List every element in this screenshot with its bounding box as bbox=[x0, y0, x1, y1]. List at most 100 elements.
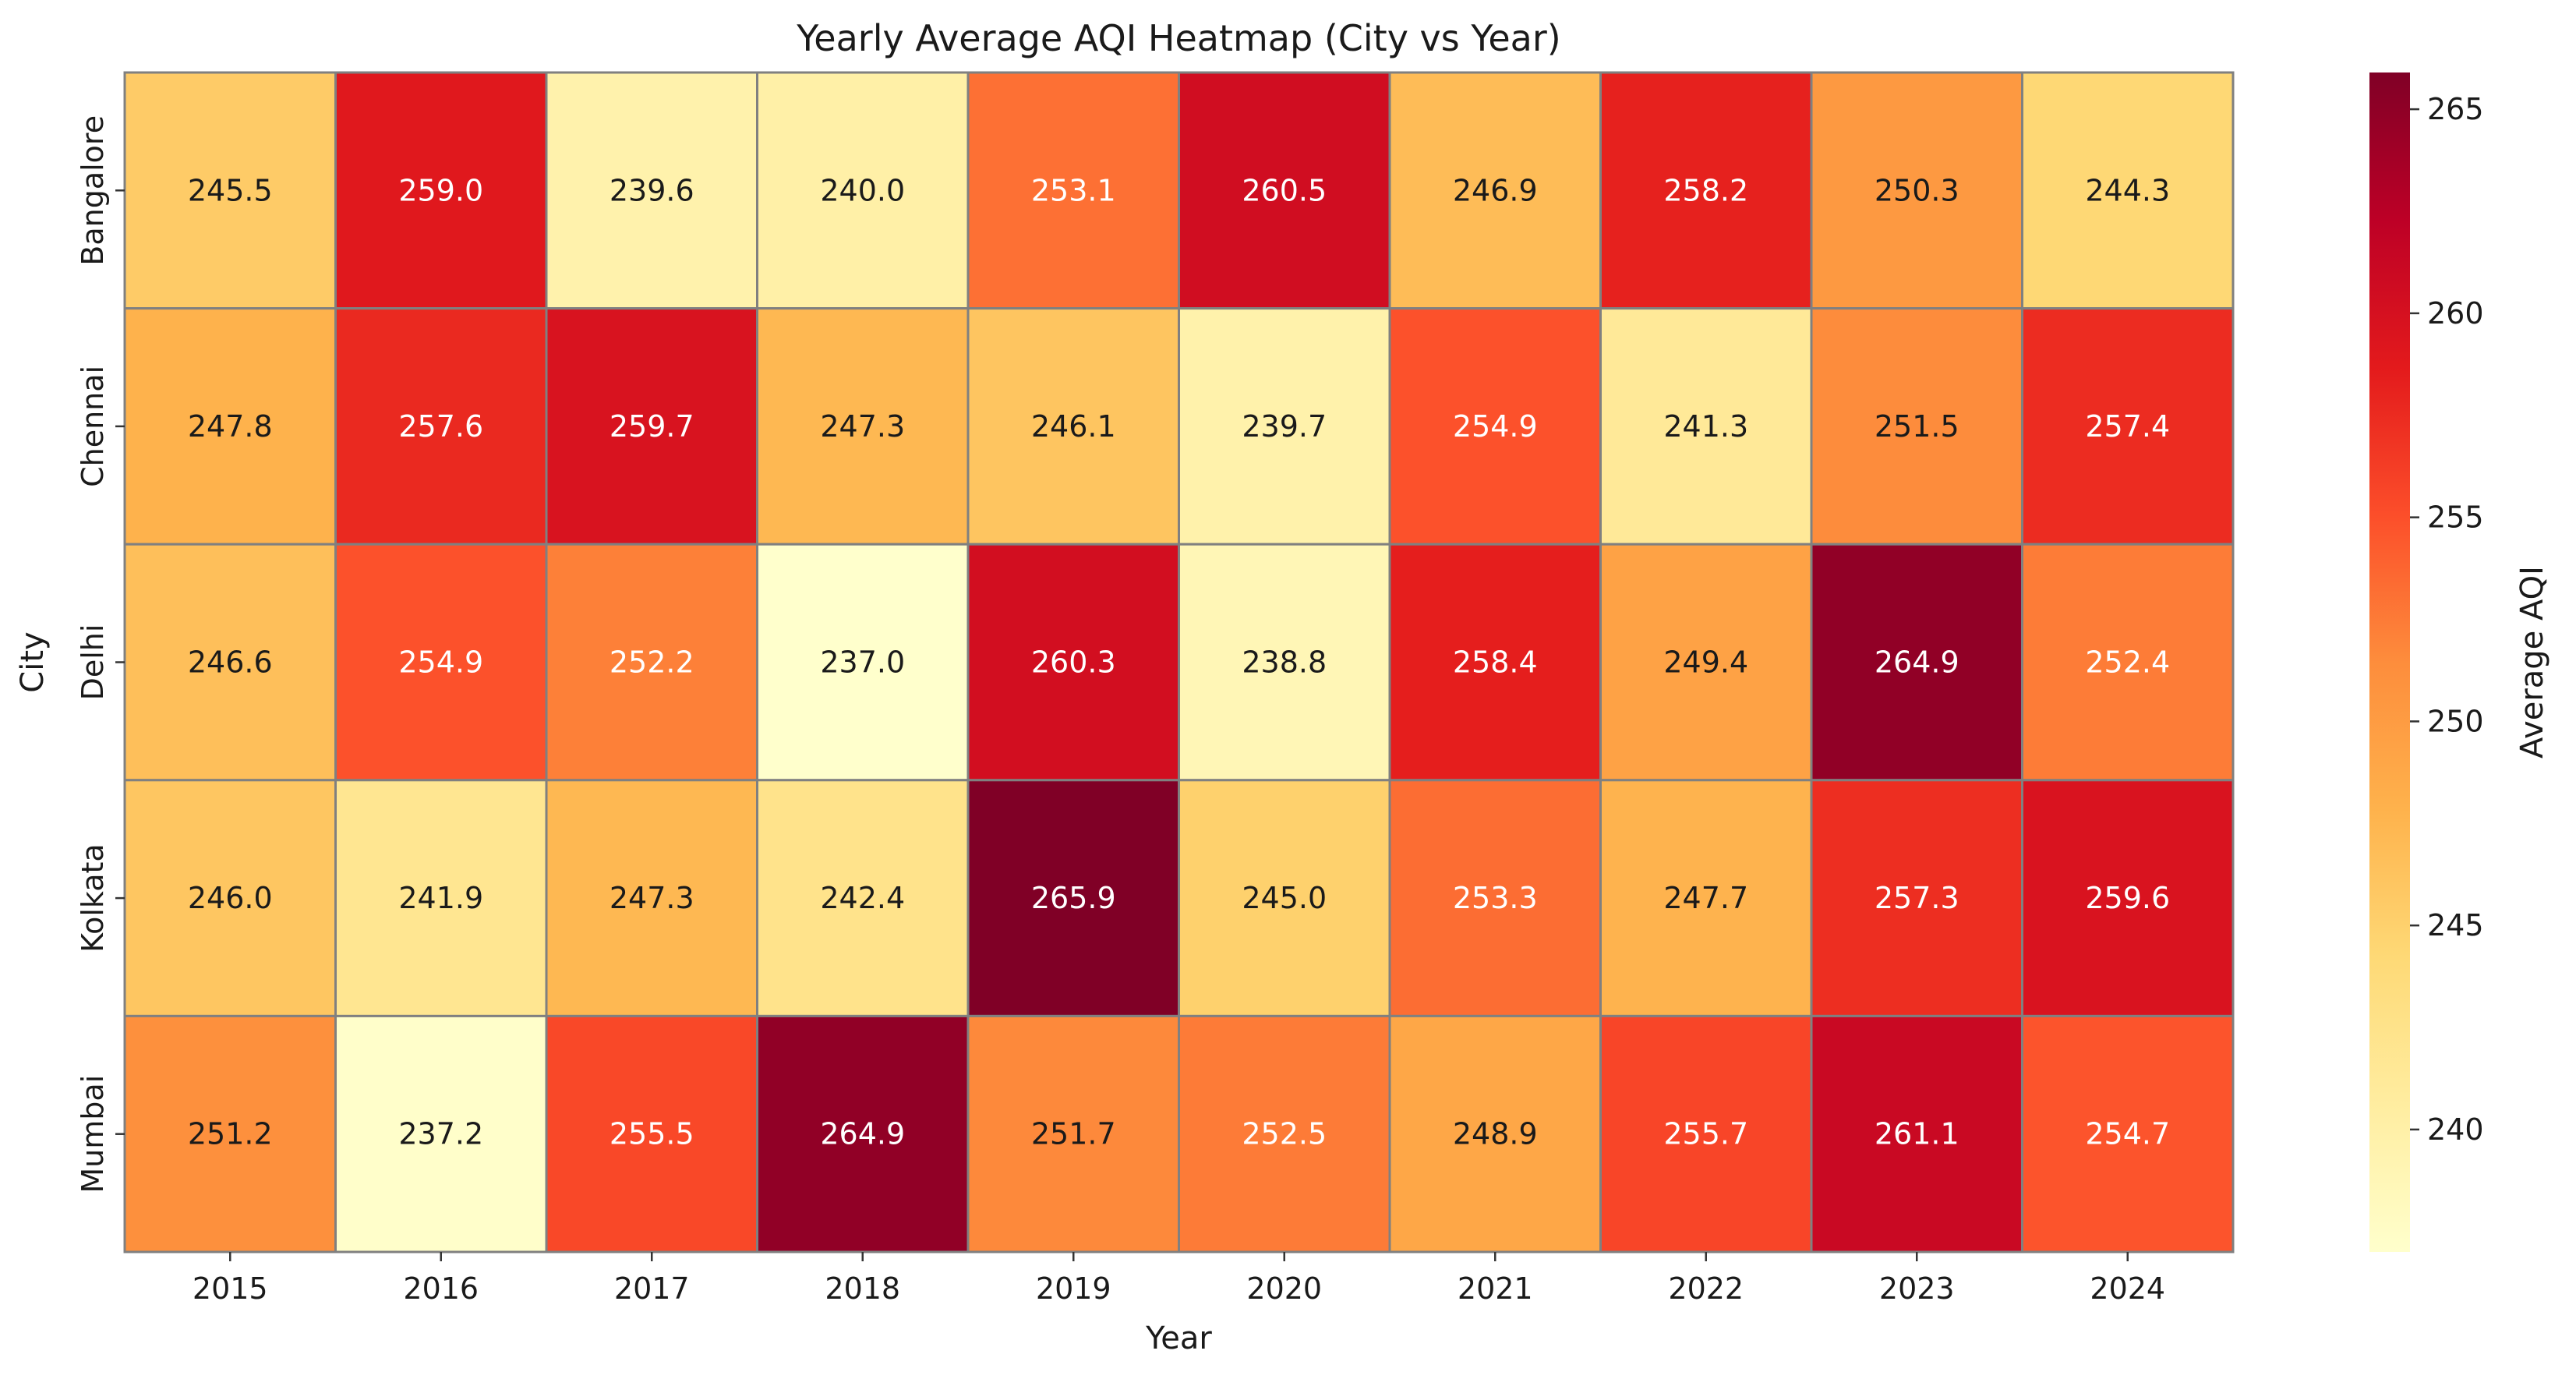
heatmap-cell bbox=[545, 71, 758, 310]
cell-value-label: 258.4 bbox=[1453, 645, 1538, 680]
x-tick-label: 2017 bbox=[614, 1271, 690, 1306]
heatmap-cell bbox=[545, 543, 758, 782]
heatmap-cells: 245.5 259.0 239.6 240.0 253.1 260.5 246.9 258.2… bbox=[123, 71, 2235, 1253]
cell-value-label: 252.4 bbox=[2085, 645, 2170, 680]
colorbar-gradient bbox=[2369, 72, 2410, 1252]
heatmap-cell bbox=[1388, 779, 1602, 1017]
cell-value-label: 250.3 bbox=[1875, 173, 1959, 207]
cell-value-label: 239.7 bbox=[1242, 409, 1327, 444]
cell-value-label: 246.1 bbox=[1031, 409, 1116, 444]
heatmap-cell bbox=[1178, 71, 1391, 310]
heatmap-cell bbox=[334, 543, 548, 782]
heatmap-cell bbox=[2021, 307, 2235, 546]
cell-value-label: 261.1 bbox=[1875, 1117, 1959, 1151]
cell-value-label: 245.0 bbox=[1242, 881, 1327, 915]
cell-value-label: 246.9 bbox=[1453, 173, 1538, 207]
colorbar-tick-label: 260 bbox=[2427, 296, 2484, 331]
cell-value-label: 238.8 bbox=[1242, 645, 1327, 680]
heatmap-cell bbox=[123, 779, 337, 1017]
heatmap-cell bbox=[756, 71, 970, 310]
cell-value-label: 259.0 bbox=[398, 173, 483, 207]
cell-value-label: 246.6 bbox=[188, 645, 273, 680]
cell-value-label: 237.0 bbox=[820, 645, 905, 680]
heatmap-cell bbox=[1599, 307, 1813, 546]
cell-value-label: 264.9 bbox=[820, 1117, 905, 1151]
heatmap-cell bbox=[1810, 543, 2023, 782]
heatmap-cell bbox=[545, 307, 758, 546]
x-tick-label: 2020 bbox=[1246, 1271, 1322, 1306]
cell-value-label: 245.5 bbox=[188, 173, 273, 207]
heatmap-cell bbox=[123, 543, 337, 782]
x-tick-label: 2015 bbox=[193, 1271, 268, 1306]
colorbar-tick-label: 250 bbox=[2427, 704, 2484, 738]
y-axis-label: City bbox=[15, 631, 51, 692]
heatmap-cell bbox=[2021, 779, 2235, 1017]
heatmap-cell bbox=[756, 307, 970, 546]
cell-value-label: 241.9 bbox=[398, 881, 483, 915]
colorbar-tick-label: 240 bbox=[2427, 1112, 2484, 1147]
heatmap-cell bbox=[1178, 307, 1391, 546]
cell-value-label: 247.3 bbox=[820, 409, 905, 444]
heatmap-cell bbox=[334, 71, 548, 310]
heatmap-cell bbox=[966, 779, 1180, 1017]
cell-value-label: 247.7 bbox=[1663, 881, 1748, 915]
y-tick-label: Bangalore bbox=[76, 115, 110, 266]
cell-value-label: 253.1 bbox=[1031, 173, 1116, 207]
y-tick-label: Mumbai bbox=[76, 1075, 110, 1193]
cell-value-label: 244.3 bbox=[2085, 173, 2170, 207]
cell-value-label: 246.0 bbox=[188, 881, 273, 915]
cell-value-label: 257.3 bbox=[1875, 881, 1959, 915]
colorbar-tick-label: 265 bbox=[2427, 92, 2484, 126]
cell-value-label: 237.2 bbox=[398, 1117, 483, 1151]
heatmap-cell bbox=[2021, 71, 2235, 310]
heatmap-cell bbox=[966, 71, 1180, 310]
heatmap-cell bbox=[2021, 543, 2235, 782]
cell-value-label: 254.7 bbox=[2085, 1117, 2170, 1151]
y-tick-label: Chennai bbox=[76, 366, 110, 487]
heatmap-cell bbox=[1388, 307, 1602, 546]
cell-value-label: 252.2 bbox=[610, 645, 694, 680]
cell-value-label: 264.9 bbox=[1875, 645, 1959, 680]
cell-value-label: 257.6 bbox=[398, 409, 483, 444]
heatmap-cell bbox=[1810, 779, 2023, 1017]
x-tick-label: 2019 bbox=[1036, 1271, 1111, 1306]
cell-value-label: 251.7 bbox=[1031, 1117, 1116, 1151]
x-tick-label: 2018 bbox=[825, 1271, 900, 1306]
cell-value-label: 258.2 bbox=[1663, 173, 1748, 207]
heatmap-cell bbox=[1388, 1014, 1602, 1253]
cell-value-label: 242.4 bbox=[820, 881, 905, 915]
colorbar-tick-label: 245 bbox=[2427, 908, 2484, 942]
x-tick-label: 2016 bbox=[403, 1271, 479, 1306]
heatmap-cell bbox=[123, 71, 337, 310]
cell-value-label: 247.3 bbox=[610, 881, 694, 915]
cell-value-label: 251.5 bbox=[1875, 409, 1959, 444]
heatmap-cell bbox=[334, 1014, 548, 1253]
cell-value-label: 259.7 bbox=[610, 409, 694, 444]
cell-value-label: 247.8 bbox=[188, 409, 273, 444]
cell-value-label: 254.9 bbox=[398, 645, 483, 680]
cell-value-label: 259.6 bbox=[2085, 881, 2170, 915]
cell-value-label: 255.7 bbox=[1663, 1117, 1748, 1151]
x-tick-label: 2024 bbox=[2090, 1271, 2165, 1306]
heatmap-cell bbox=[1599, 779, 1813, 1017]
heatmap-cell bbox=[966, 307, 1180, 546]
cell-value-label: 248.9 bbox=[1453, 1117, 1538, 1151]
heatmap-cell bbox=[1599, 71, 1813, 310]
y-axis: Bangalore Chennai Delhi Kolkata Mumbai bbox=[76, 115, 125, 1193]
heatmap-cell bbox=[1388, 543, 1602, 782]
cell-value-label: 241.3 bbox=[1663, 409, 1748, 444]
cell-value-label: 254.9 bbox=[1453, 409, 1538, 444]
heatmap-cell bbox=[545, 1014, 758, 1253]
heatmap-cell bbox=[1810, 1014, 2023, 1253]
x-tick-label: 2022 bbox=[1668, 1271, 1744, 1306]
cell-value-label: 251.2 bbox=[188, 1117, 273, 1151]
heatmap-cell bbox=[1599, 543, 1813, 782]
cell-value-label: 249.4 bbox=[1663, 645, 1748, 680]
colorbar: 240 245 250 255 260 265 bbox=[2369, 72, 2484, 1252]
heatmap-cell bbox=[1178, 779, 1391, 1017]
cell-value-label: 253.3 bbox=[1453, 881, 1538, 915]
heatmap-cell bbox=[966, 1014, 1180, 1253]
heatmap-cell bbox=[334, 307, 548, 546]
cell-value-label: 240.0 bbox=[820, 173, 905, 207]
